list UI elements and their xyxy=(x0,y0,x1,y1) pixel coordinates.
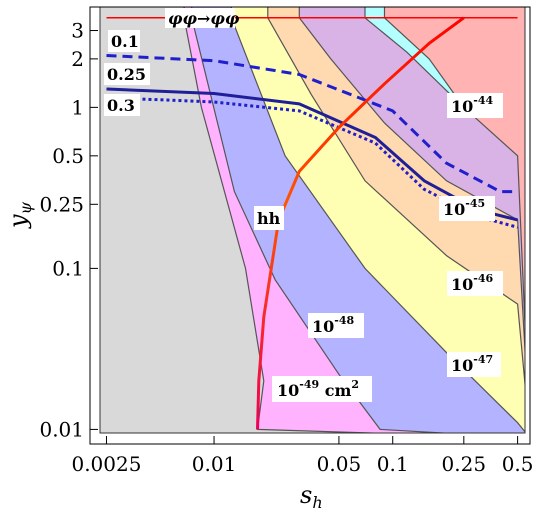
svg-text:10-44: 10-44 xyxy=(451,94,493,116)
y-tick-label-0: 0.01 xyxy=(39,417,84,441)
svg-text:10-49 cm2: 10-49 cm2 xyxy=(277,378,359,400)
region-label-1e-48: 10-48 xyxy=(308,313,364,338)
curve-label-0-25: 0.25 xyxy=(104,63,150,85)
svg-text:10-47: 10-47 xyxy=(451,353,493,375)
region-label-1e-45: 10-45 xyxy=(439,196,495,221)
region-label-1e-47: 10-47 xyxy=(447,352,501,377)
y-axis-label: yψ xyxy=(4,201,35,229)
x-tick-label-4: 0.25 xyxy=(442,452,487,476)
x-tick-label-3: 0.1 xyxy=(377,452,409,476)
x-tick-label-0: 0.0025 xyxy=(71,452,141,476)
y-tick-label-2: 0.25 xyxy=(39,192,84,216)
x-tick-label-2: 0.05 xyxy=(317,452,362,476)
region-label-1e-46: 10-46 xyxy=(447,271,503,296)
y-tick-label-4: 1 xyxy=(71,95,84,119)
svg-text:hh: hh xyxy=(257,209,281,228)
svg-text:0.3: 0.3 xyxy=(107,96,135,115)
y-tick-label-6: 3 xyxy=(71,19,84,43)
x-tick-label-1: 0.01 xyxy=(192,452,237,476)
curve-label-hh: hh xyxy=(254,206,284,230)
svg-text:10-48: 10-48 xyxy=(312,314,354,336)
region-6 xyxy=(383,7,525,338)
svg-text:10-46: 10-46 xyxy=(451,272,493,294)
y-tick-label-3: 0.5 xyxy=(52,144,84,168)
svg-text:10-45: 10-45 xyxy=(443,197,485,219)
region-label-1e-44: 10-44 xyxy=(447,93,503,118)
region-label-1e-49: 10-49 cm2 xyxy=(272,376,372,402)
y-tick-label-5: 2 xyxy=(71,47,84,71)
x-tick-label-5: 0.5 xyxy=(502,452,534,476)
curve-label-0-3: 0.3 xyxy=(104,94,140,116)
series-0 xyxy=(106,54,518,194)
curve-label-phi: φφ→φφ xyxy=(165,8,240,28)
svg-text:0.25: 0.25 xyxy=(107,65,146,84)
series-3 xyxy=(256,16,465,430)
x-axis-label: sh xyxy=(300,481,323,512)
svg-text:0.1: 0.1 xyxy=(111,32,139,51)
y-tick-label-1: 0.1 xyxy=(52,256,84,280)
tick-layer: 0.0025 0.01 0.05 0.1 0.25 0.5 0.01 0.1 0.25 0.5 1 2… xyxy=(39,19,533,476)
axes-frame xyxy=(89,6,531,445)
svg-text:φφ→φφ: φφ→φφ xyxy=(168,9,240,28)
curve-label-0-1: 0.1 xyxy=(108,30,140,52)
